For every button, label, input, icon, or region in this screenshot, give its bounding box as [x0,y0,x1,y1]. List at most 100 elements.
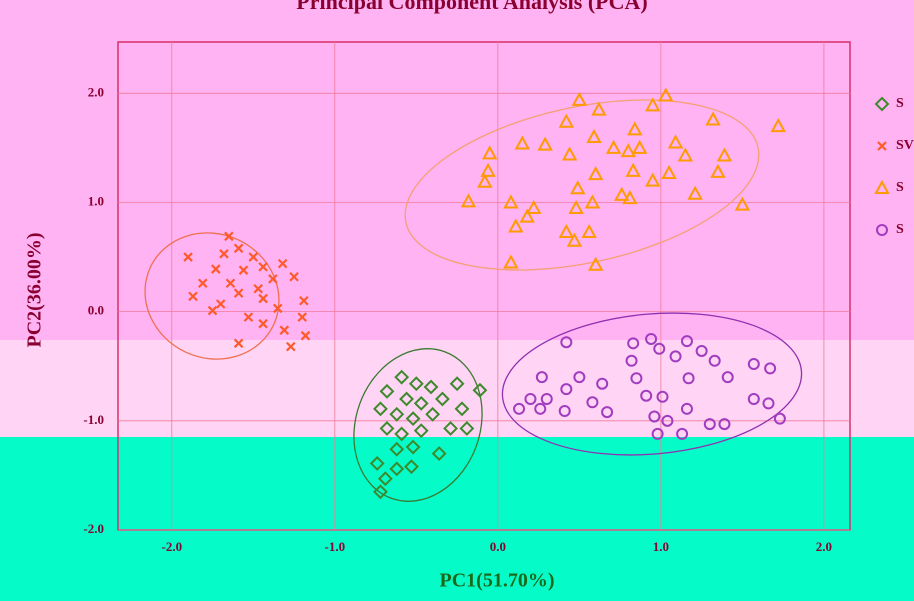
data-point [770,117,786,133]
data-point [661,164,677,180]
x-tick-label: 2.0 [816,539,832,554]
data-point [443,421,458,436]
data-point [625,162,641,177]
data-point [534,402,547,415]
data-point [472,382,488,398]
data-point [297,312,308,322]
data-point [571,91,588,106]
data-point [413,395,429,411]
data-point [586,396,599,409]
data-point [405,411,421,427]
data-point [703,418,716,431]
data-point [300,330,311,341]
data-point [379,383,395,399]
data-point [705,111,721,126]
data-point [394,369,410,385]
data-point [561,146,578,161]
data-point [537,136,553,151]
data-point [519,208,535,223]
y-tick-label: 2.0 [88,84,104,99]
data-point [596,377,609,390]
data-point [480,162,496,177]
data-point [605,139,622,154]
data-point [661,414,674,427]
data-point [721,371,734,384]
data-point [614,186,630,201]
data-point [253,283,263,294]
data-point [708,354,721,367]
data-point [377,471,393,487]
data-point [215,299,226,309]
data-point [405,439,421,455]
data-point [568,199,584,214]
legend-marker [875,224,889,236]
data-point [540,393,553,405]
legend-marker [874,96,890,112]
data-point [677,147,694,162]
legend-marker [874,179,890,194]
data-point [695,345,708,357]
data-point [764,362,777,375]
confidence-ellipse [501,312,803,456]
x-axis-label: PC1(51.70%) [440,570,555,592]
data-point [224,231,234,242]
data-point [394,426,410,442]
data-point [233,243,244,254]
data-point [601,406,614,419]
data-point [225,278,236,289]
data-point [630,372,643,385]
data-point [286,341,296,352]
data-point [645,172,661,187]
data-point [503,254,519,269]
data-point [379,421,395,436]
data-point [460,193,477,208]
background-band [0,0,914,340]
data-point [248,252,259,262]
data-point [710,163,726,178]
data-point [682,372,695,385]
data-point [389,441,405,457]
legend-label: SV [896,138,914,153]
data-point [238,265,249,275]
data-point [734,196,751,211]
data-point [648,410,661,423]
data-point [587,256,604,271]
data-point [669,350,682,363]
data-point [219,249,229,259]
data-point [762,397,775,410]
data-point [591,101,607,116]
data-point [369,455,385,471]
data-point [587,166,604,181]
data-point [535,371,548,384]
data-point [508,218,524,233]
data-point [526,199,542,214]
data-point [645,333,658,345]
chart-title: Principal Component Analysis (PCA) [296,0,647,14]
data-point [408,376,424,392]
y-tick-label: 1.0 [88,193,104,208]
data-point [299,295,309,306]
data-point [272,303,283,314]
data-point [389,406,405,422]
data-point [477,173,493,188]
data-point [258,293,268,304]
data-point [716,147,733,162]
data-point [573,371,586,384]
data-point [413,423,429,439]
legend-label: S [896,222,904,237]
data-point [425,406,441,422]
data-point [676,428,689,440]
data-point [625,354,638,367]
confidence-ellipse [144,232,280,360]
data-point [656,390,669,403]
x-tick-label: -2.0 [162,539,183,554]
data-point [566,232,583,247]
data-point [627,337,640,350]
x-tick-label: 1.0 [653,539,669,554]
data-point [289,271,299,282]
legend: S SV S S [874,96,914,237]
y-tick-label: 0.0 [88,303,104,318]
data-point [747,393,760,405]
data-point [622,190,638,205]
